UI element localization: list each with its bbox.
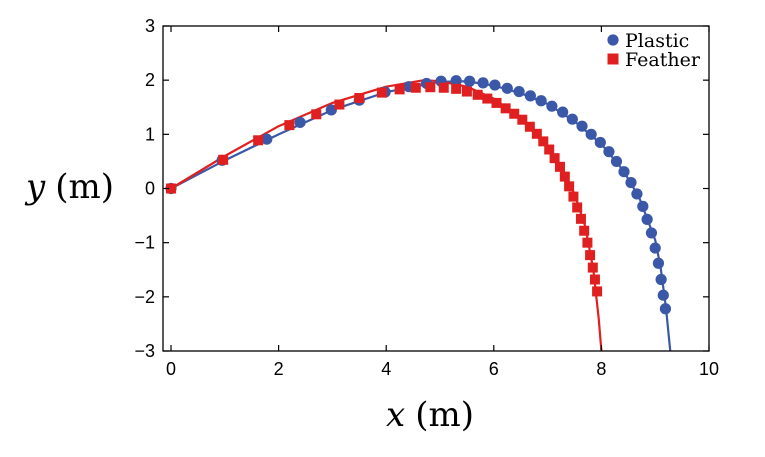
x-tick-label: 8 [596,359,606,379]
x-axis-title: x (m) [386,395,474,435]
feather-point [284,120,295,131]
plastic-point [477,77,489,89]
plastic-point [524,90,536,102]
feather-point [585,250,596,261]
feather-point [410,82,421,93]
x-tick-label: 6 [489,359,499,379]
y-tick-label: −1 [134,233,155,253]
plastic-point [594,136,606,149]
feather-point [544,144,555,155]
feather-point [500,103,511,114]
y-tick-label: −2 [134,287,155,307]
plastic-point [325,104,337,116]
y-tick-label: 2 [145,70,155,90]
feather-point [482,93,493,104]
plastic-point [450,75,462,87]
plastic-point [610,155,623,168]
feather-point [509,108,520,119]
feather-point [559,171,570,182]
feather-point [575,213,586,224]
feather-point [589,274,600,285]
plastic-fit-line [170,80,672,351]
feather-point [253,135,264,146]
feather-point [538,136,549,147]
feather-point [517,114,528,125]
plastic-point [294,116,306,129]
x-tick-label: 4 [381,359,391,379]
plastic-point [649,242,661,254]
plastic-point [489,79,501,91]
feather-point [568,191,579,202]
data-markers [165,75,672,315]
plastic-point [659,303,672,315]
y-tick-label: 0 [145,179,155,199]
x-tick-label: 2 [274,359,284,379]
plastic-point [641,213,653,225]
plastic-point [625,176,637,189]
feather-point [166,183,176,194]
feather-point [579,225,590,236]
feather-point [587,262,598,273]
plot-frame [162,25,710,352]
feather-point [438,82,449,93]
plastic-point [645,227,658,239]
feather-point [572,202,583,213]
feather-point [524,121,535,132]
feather-point [549,153,560,164]
feather-point [218,154,229,165]
plastic-point [652,257,665,269]
plastic-point [637,200,649,212]
feather-point [461,86,472,97]
feather-point [425,82,436,93]
feather-point [376,87,387,98]
y-axis-title: y (m) [24,167,114,207]
feather-point [564,181,575,192]
x-tick-label: 0 [166,359,176,379]
fit-curves [170,79,672,351]
legend: Plastic Feather [607,30,701,71]
plastic-point [657,289,669,301]
plastic-point [618,166,630,178]
plastic-point [501,82,513,94]
plastic-point [566,113,578,125]
x-tick-label: 10 [699,359,719,379]
legend-plastic-marker [607,34,619,46]
plastic-point [513,85,525,98]
feather-point [554,161,565,172]
plastic-point [603,146,615,158]
feather-point [592,286,603,297]
y-tick-label: 3 [145,16,155,36]
axis-ticks [163,25,710,352]
plastic-point [631,188,643,200]
feather-point [582,237,593,248]
plastic-point [655,273,667,286]
feather-point [472,89,483,100]
feather-fit-line [170,79,603,351]
plastic-point [576,120,588,132]
plastic-point [546,100,558,112]
plastic-point [463,75,476,87]
feather-point [451,83,462,94]
feather-point [354,93,365,104]
y-tick-label: −3 [134,341,155,361]
legend-plastic-label: Plastic [625,30,689,52]
plastic-point [557,106,569,118]
feather-point [394,84,405,95]
feather-point [491,97,502,108]
legend-feather-marker [607,53,619,65]
feather-point [334,99,345,110]
feather-point [531,128,542,139]
plastic-point [261,133,273,145]
legend-feather-label: Feather [625,49,701,71]
plastic-point [535,95,547,107]
y-tick-label: 1 [145,124,155,144]
plastic-point [585,128,597,140]
feather-point [311,109,322,120]
